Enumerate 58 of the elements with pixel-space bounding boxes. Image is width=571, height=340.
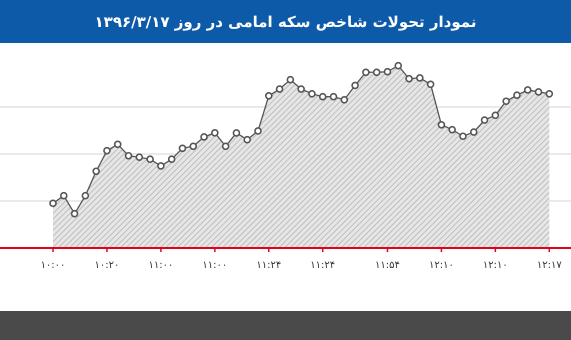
point <box>222 142 230 150</box>
point <box>502 97 510 106</box>
point <box>448 126 456 134</box>
point <box>470 128 478 136</box>
point <box>264 92 273 100</box>
point <box>372 68 380 76</box>
point <box>146 155 154 164</box>
point <box>394 62 402 70</box>
point <box>157 162 165 170</box>
point <box>330 92 338 100</box>
point <box>405 74 413 82</box>
point <box>492 111 500 120</box>
point <box>92 167 100 176</box>
point <box>524 86 532 94</box>
point <box>168 155 176 164</box>
point <box>384 68 392 76</box>
point <box>136 153 144 162</box>
point <box>211 128 219 137</box>
x-tick-label: ۱۲:۱۰ <box>482 260 508 271</box>
point <box>124 152 132 160</box>
point <box>426 80 434 88</box>
x-tick-label: ۱۲:۱۷ <box>536 260 562 271</box>
point <box>534 88 542 96</box>
point <box>351 82 359 90</box>
x-tick-label: ۱۱:۲۴ <box>256 260 282 271</box>
point <box>546 90 554 98</box>
x-tick-label: ۱۲:۱۰ <box>428 260 454 271</box>
point <box>513 91 521 100</box>
x-tick-label: ۱۰:۲۰ <box>94 260 120 271</box>
point <box>416 74 424 82</box>
point <box>286 76 294 84</box>
point <box>49 200 57 208</box>
point <box>318 92 327 100</box>
point <box>114 140 122 148</box>
point <box>232 129 240 137</box>
x-tick-label: ۱۱:۵۴ <box>375 260 400 271</box>
point <box>308 90 316 98</box>
point <box>243 136 252 144</box>
point <box>200 133 208 141</box>
point <box>480 116 488 124</box>
point <box>362 68 370 76</box>
point <box>60 192 68 200</box>
point <box>438 120 446 129</box>
x-tick-label: ۱۰:۰۰ <box>40 260 66 271</box>
chart-title: نمودار تحولات شاخص سکه امامی در روز ۱۳۹۶/۳/۱۷ <box>94 13 476 31</box>
point <box>82 192 90 200</box>
point <box>189 142 198 150</box>
point <box>254 127 262 135</box>
point <box>276 85 284 93</box>
x-tick-label: ۱۱:۰۰ <box>148 260 174 271</box>
x-tick-label: ۱۱:۲۴ <box>310 260 336 271</box>
point <box>459 132 467 140</box>
point <box>340 96 348 104</box>
x-tick-label: ۱۱:۰۰ <box>202 260 228 271</box>
point <box>70 210 78 218</box>
point <box>178 144 186 152</box>
point <box>103 146 111 154</box>
point <box>297 85 305 93</box>
